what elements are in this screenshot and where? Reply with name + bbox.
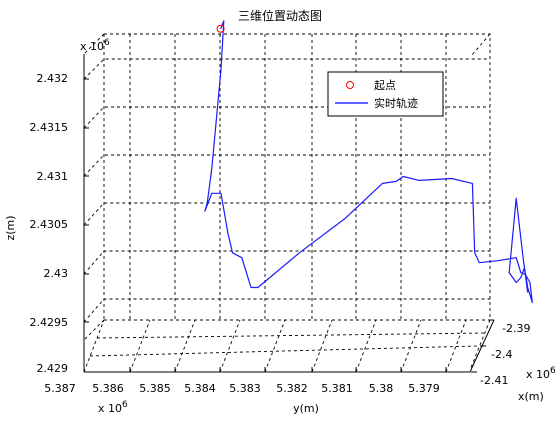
y-axis-label: y(m) [293,402,319,415]
legend-box [327,71,444,117]
y-tick-label: 5.385 [139,382,171,395]
grid-lines [83,33,491,373]
z-tick-label: 2.429 [37,362,69,375]
x-exponent-power: 6 [550,366,556,376]
z-exponent-label: x 106 [80,38,110,53]
y-tick-label: 5.379 [408,382,440,395]
z-exponent-base: x 10 [80,40,104,53]
z-tick-label: 2.431 [37,170,69,183]
y-tick-label: 5.384 [184,382,216,395]
y-tick-label: 5.386 [92,382,124,395]
x-tick-labels: -2.39 -2.4 -2.41 [480,322,530,387]
legend-start-label: 起点 [374,79,396,92]
x-exponent-base: x 10 [526,368,550,381]
x-axis-label: x(m) [518,390,544,403]
x-tick-label: -2.4 [491,348,512,361]
legend-start-marker [346,81,354,89]
z-tick-label: 2.4305 [30,218,69,231]
y-tick-label: 5.382 [276,382,308,395]
z-tick-label: 2.4315 [30,121,69,134]
z-tick-label: 2.43 [44,267,69,280]
axes [83,54,495,373]
y-tick-label: 5.38 [369,382,394,395]
y-exponent-label: x 106 [98,400,128,415]
y-exponent-power: 6 [122,400,128,410]
z-axis-label: z(m) [4,215,17,240]
z-tick-label: 2.432 [37,72,69,85]
z-tick-label: 2.4295 [30,316,69,329]
start-point-marker [216,24,225,33]
data-layer [204,20,533,303]
z-tick-labels: 2.429 2.4295 2.43 2.4305 2.431 2.4315 2.… [30,72,69,375]
legend-track-label: 实时轨迹 [374,96,418,110]
z-exponent-power: 6 [104,38,110,48]
trajectory-line [204,20,533,303]
y-exponent-base: x 10 [98,402,122,415]
x-tick-label: -2.39 [502,322,530,335]
y-tick-labels: 5.387 5.386 5.385 5.384 5.383 5.382 5.38… [44,382,440,395]
y-tick-label: 5.381 [321,382,353,395]
x-exponent-label: x 106 [526,366,556,381]
chart-title: 三维位置动态图 [238,8,322,23]
legend: 起点 实时轨迹 [327,71,444,117]
x-tick-label: -2.41 [480,374,508,387]
y-tick-label: 5.383 [229,382,261,395]
y-tick-label: 5.387 [44,382,76,395]
